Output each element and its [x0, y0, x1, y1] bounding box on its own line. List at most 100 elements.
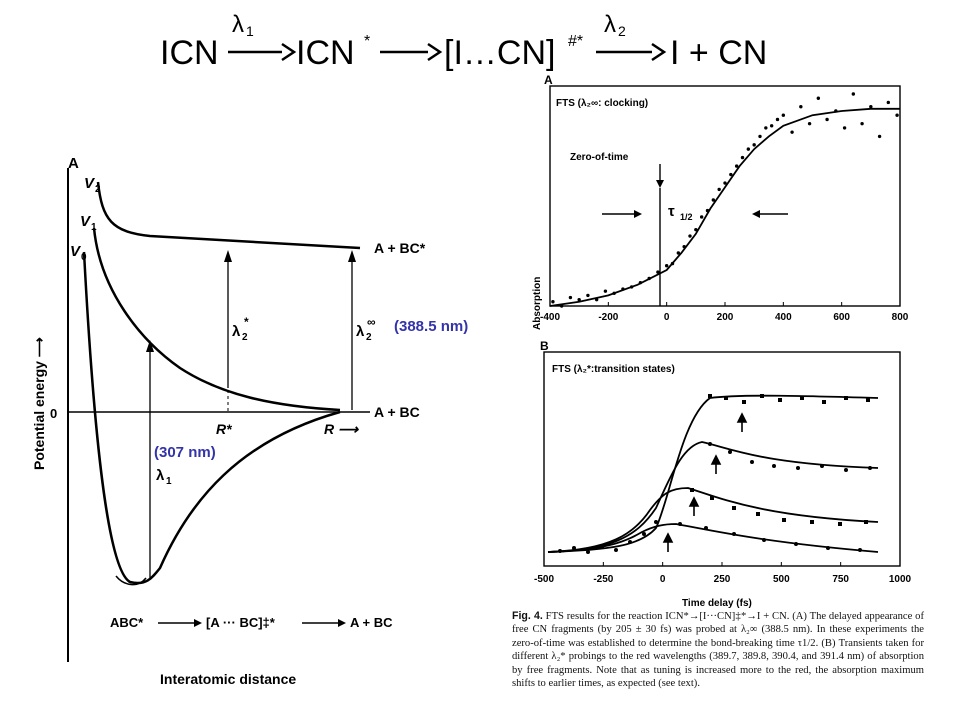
panel-a-data-point [860, 121, 864, 126]
arrow1-subscript: 1 [246, 23, 254, 39]
panel-a-tick-label: 0 [664, 312, 670, 323]
panel-a-data-point [834, 109, 838, 113]
panel-a-data-point [688, 234, 692, 238]
caption-text: FTS results for the reaction ICN*→[I···C… [512, 611, 925, 690]
tau-right-arrow [752, 210, 788, 218]
panel-a-data-point [799, 105, 803, 109]
panel-a-data-point [594, 297, 599, 302]
tau-label: τ [668, 203, 675, 220]
asymptote-upper-label: A + BC* [374, 240, 426, 256]
panel-a-fit-curve [549, 107, 900, 307]
arrow-lambda2-inf [348, 250, 356, 410]
panel-a-data-point [638, 280, 643, 285]
curve-v1 [92, 227, 341, 412]
tau-subscript: 1/2 [680, 212, 693, 222]
panel-a-data-point [621, 287, 625, 291]
panel-a-data-point [790, 130, 794, 134]
arrow-2 [380, 42, 443, 62]
figure-caption: Fig. 4. FTS results for the reaction ICN… [512, 610, 924, 690]
time-delay-x-label: Time delay (fs) [682, 598, 752, 609]
panel-a-tick-label: -400 [540, 312, 560, 323]
panel-a-title: FTS (λ₂∞: clocking) [556, 98, 648, 109]
panel-a-data-point [807, 121, 812, 126]
transient-4-fit [547, 523, 879, 553]
panel-b-tick-label: -250 [593, 574, 613, 585]
panel-a-data-point [886, 100, 891, 105]
panel-a-data-points [551, 92, 899, 308]
panel-a-data-point [664, 264, 669, 268]
panel-a-data-point [775, 117, 780, 122]
lambda2-star-label: λ [232, 323, 241, 340]
scheme-transition-state: [I…CN] [444, 34, 555, 72]
panel-b-tick-label: -500 [534, 574, 554, 585]
panel-a-data-point [851, 92, 856, 96]
arrow-lambda1 [228, 42, 297, 62]
panel-a-data-point [676, 251, 681, 255]
lambda2-inf-label: λ [356, 323, 365, 340]
panel-a-data-point [842, 126, 847, 130]
panel-a-data-point [682, 244, 686, 249]
lambda2-star-sub: 2 [242, 332, 248, 343]
potential-energy-diagram: A Potential energy ⟶ 0 V 2 V 1 V 0 A + B… [31, 155, 426, 687]
y-axis-label: Potential energy ⟶ [31, 337, 47, 470]
scheme-a-bc-ts: [A ··· BC]‡* [206, 615, 276, 630]
panel-a-data-point [577, 297, 581, 302]
arrow-lambda2-star [224, 250, 232, 388]
panel-a-data-point [647, 276, 651, 281]
panel-a-data-point [670, 261, 675, 266]
v0-label: V [70, 243, 82, 260]
panel-a-data-point [746, 147, 751, 151]
panel-a-data-point [629, 285, 634, 289]
panel-a-data-point [551, 300, 555, 304]
panel-b-data-points [558, 394, 872, 554]
curve-v0-crossing [115, 575, 147, 586]
panel-a-tick-label: 400 [775, 312, 792, 323]
panel-b-label: B [540, 339, 549, 353]
r-star-label: R* [216, 421, 232, 437]
lambda1-vertical-label: λ [156, 467, 165, 484]
scheme-a-plus-bc: A + BC [350, 615, 393, 630]
panel-a-data-point [568, 295, 573, 300]
x-axis-label: Interatomic distance [160, 671, 296, 687]
scheme-excited-star: * [364, 33, 370, 50]
panel-b-title: FTS (λ₂*:transition states) [552, 364, 675, 375]
panel-a-data-point [816, 96, 821, 100]
panel-b-maximum-arrows [662, 412, 748, 552]
arrow3-subscript: 2 [618, 23, 626, 39]
arrow-lambda1-vertical [146, 340, 154, 578]
panel-a-tick-label: 600 [833, 312, 850, 323]
zero-of-time-label: Zero-of-time [570, 152, 629, 163]
absorption-y-label: Absorption [532, 277, 543, 330]
scheme-abc-star: ABC* [110, 615, 144, 630]
panel-a-data-point [781, 113, 786, 117]
v1-subscript: 1 [91, 222, 97, 233]
transient-3-fit [547, 487, 879, 553]
r-label: R ⟶ [324, 421, 359, 437]
scheme-products: I + CN [670, 34, 767, 72]
caption-label: Fig. 4. [512, 610, 543, 622]
tau-left-arrow [602, 210, 642, 218]
panel-a-data-point [705, 208, 710, 213]
panel-a-data-point [895, 113, 899, 117]
panel-a-data-point [603, 289, 608, 293]
panel-a-fit-line [549, 107, 900, 307]
panel-a-chart: A FTS (λ₂∞: clocking) Zero-of-time τ 1/2… [532, 73, 909, 330]
panel-a-frame [549, 85, 901, 307]
reaction-scheme: ICN λ 1 ICN * [I…CN] #* λ 2 I + CN [160, 11, 767, 72]
panel-b-chart: B FTS (λ₂*:transition states) -500 -250 0 2… [534, 339, 912, 609]
v0-subscript: 0 [81, 252, 87, 263]
panel-a-data-point [717, 187, 721, 192]
panel-a-data-point [764, 126, 768, 130]
lambda2-inf-sub: 2 [366, 332, 372, 343]
v1-label: V [80, 213, 92, 230]
lambda2-inf-sup: ∞ [367, 315, 376, 329]
panel-a-x-ticks: -400 -200 0 200 400 600 800 [540, 302, 909, 323]
panel-a-data-point [752, 143, 756, 147]
panel-a-data-point [729, 172, 733, 177]
curve-v0 [82, 251, 341, 585]
panel-a-data-point [656, 270, 660, 274]
panel-a-data-point [723, 181, 727, 185]
panel-a-data-point [758, 134, 762, 139]
panel-a-tick-label: 800 [892, 312, 909, 323]
v2-label: V [84, 175, 96, 192]
